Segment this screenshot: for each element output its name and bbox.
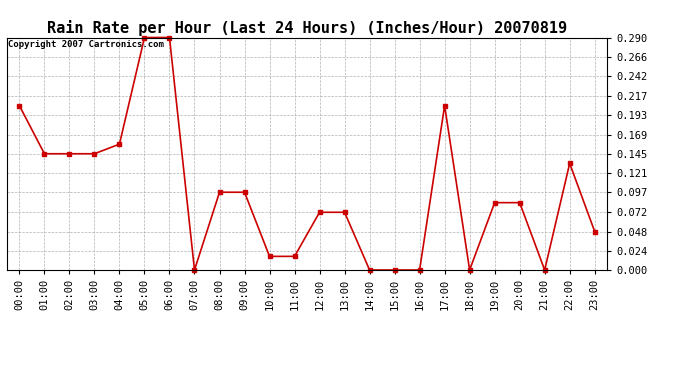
Text: Copyright 2007 Cartronics.com: Copyright 2007 Cartronics.com <box>8 40 164 49</box>
Title: Rain Rate per Hour (Last 24 Hours) (Inches/Hour) 20070819: Rain Rate per Hour (Last 24 Hours) (Inch… <box>47 20 567 36</box>
